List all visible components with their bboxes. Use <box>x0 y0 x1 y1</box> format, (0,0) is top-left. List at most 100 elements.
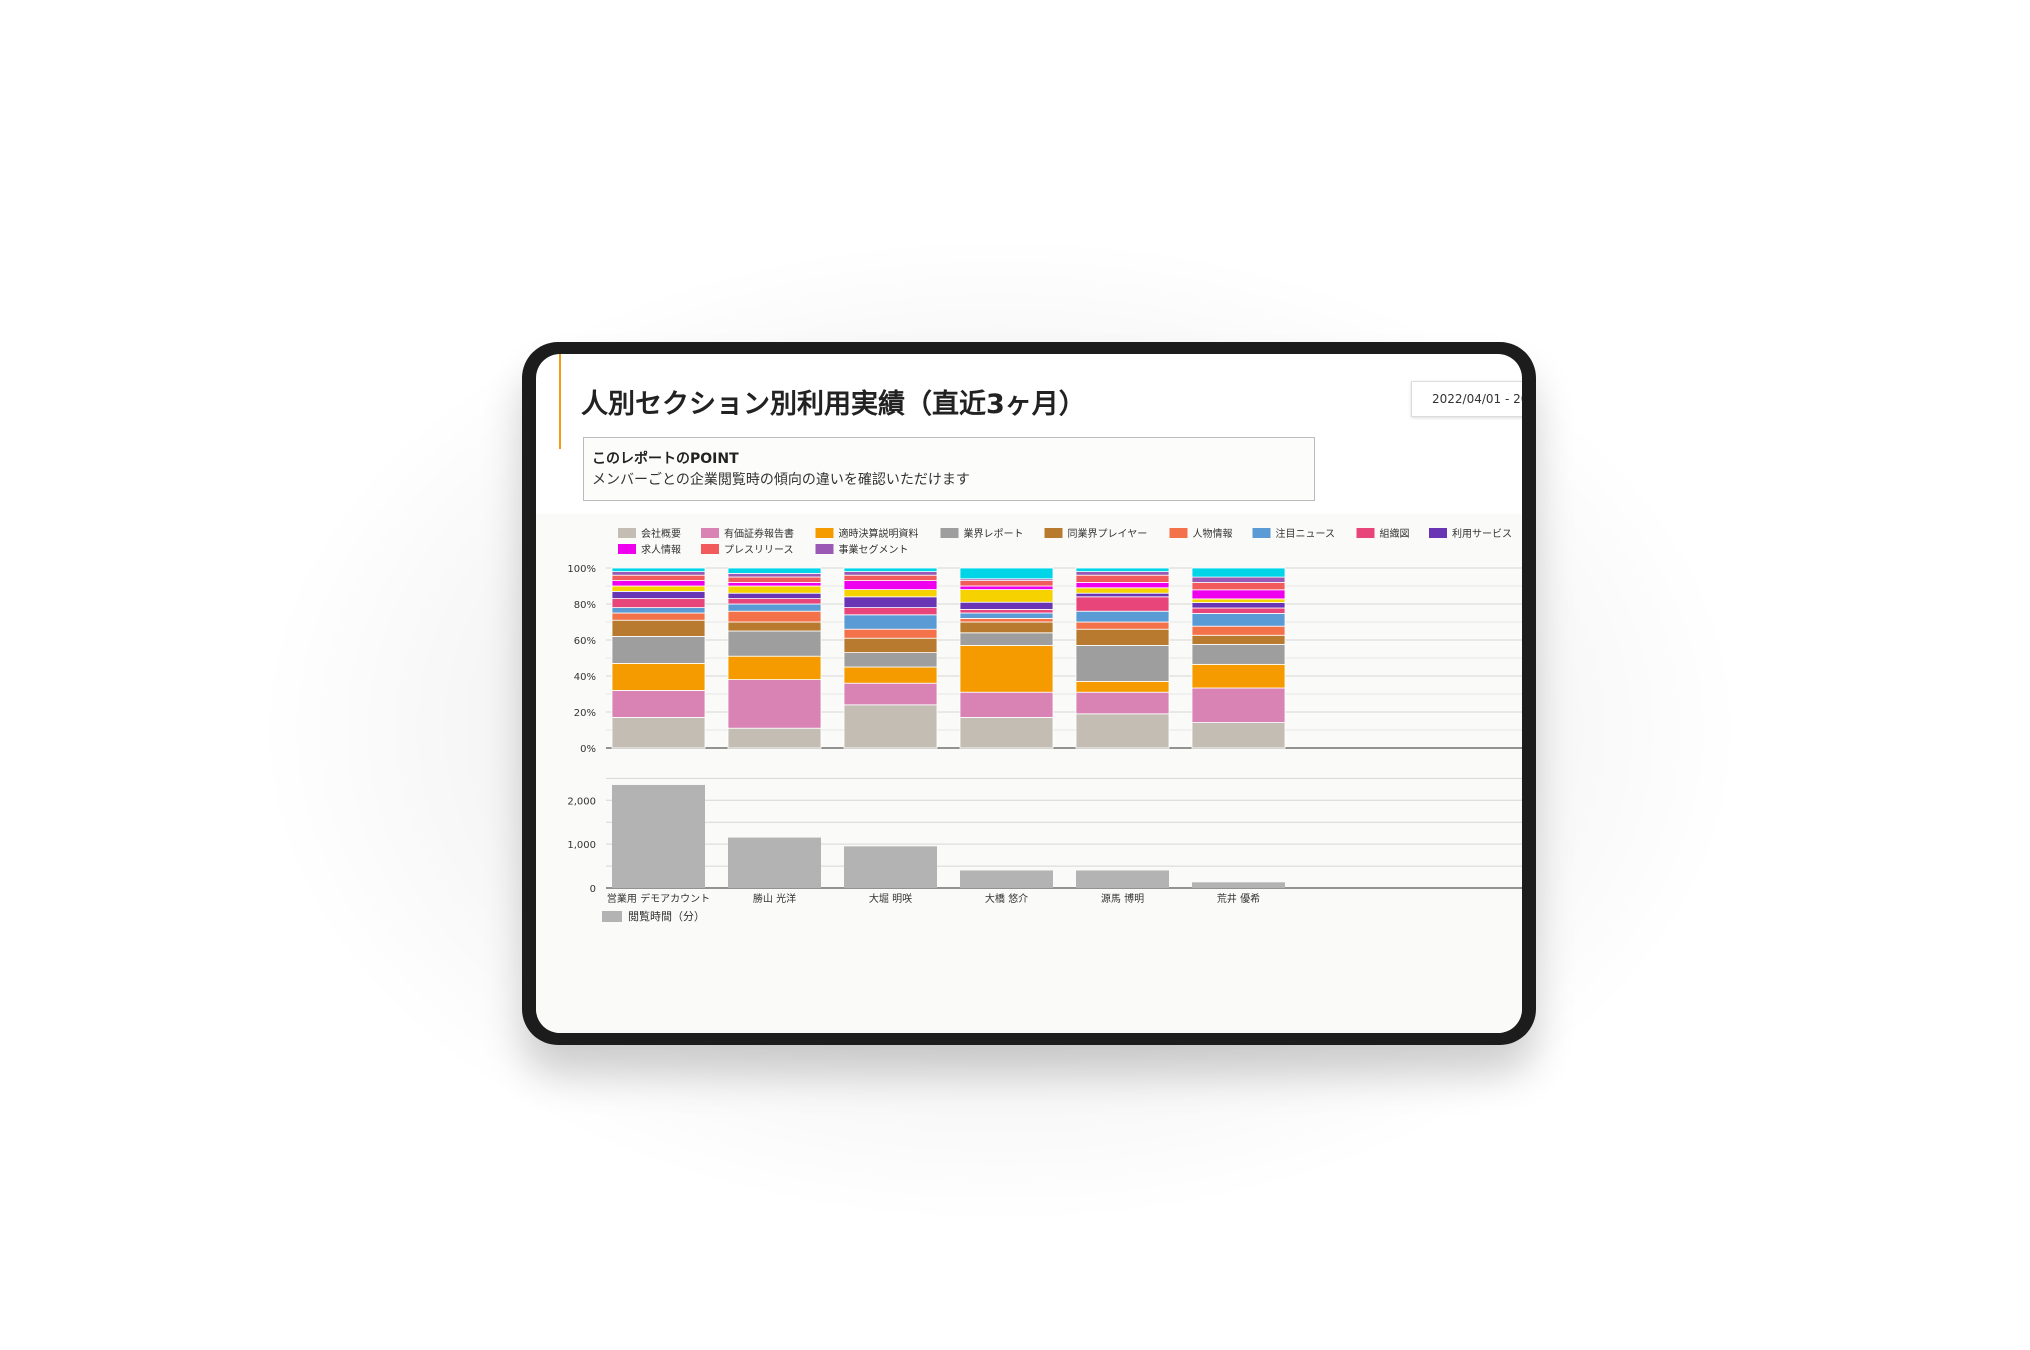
stacked-bar-segment[interactable] <box>959 612 1054 619</box>
stacked-bar-segment[interactable] <box>611 636 706 664</box>
stacked-bar-segment[interactable] <box>1075 567 1170 572</box>
legend-label[interactable]: 人物情報 <box>1193 527 1233 540</box>
stacked-bar-segment[interactable] <box>727 630 822 657</box>
legend-label[interactable]: 事業セグメント <box>839 543 909 556</box>
stacked-bar-segment[interactable] <box>727 621 822 632</box>
stacked-bar-segment[interactable] <box>1075 587 1170 594</box>
stacked-bar-segment[interactable] <box>1191 625 1286 636</box>
legend-swatch[interactable] <box>815 544 834 554</box>
stacked-bar-segment[interactable] <box>1191 607 1286 614</box>
legend-swatch[interactable] <box>815 528 834 538</box>
stacked-bar-segment[interactable] <box>843 580 938 590</box>
total-bar[interactable] <box>612 784 705 888</box>
stacked-bar-segment[interactable] <box>843 607 938 616</box>
stacked-bar-segment[interactable] <box>843 589 938 598</box>
stacked-bar-segment[interactable] <box>843 652 938 668</box>
stacked-bar-segment[interactable] <box>611 598 706 608</box>
stacked-bar-segment[interactable] <box>1075 680 1170 693</box>
stacked-bar-segment[interactable] <box>1191 589 1286 600</box>
legend-label[interactable]: 会社概要 <box>641 527 681 540</box>
stacked-bar-segment[interactable] <box>843 637 938 653</box>
total-bar[interactable] <box>1076 870 1169 888</box>
stacked-bar-segment[interactable] <box>611 574 706 582</box>
legend-label[interactable]: 注目ニュース <box>1276 527 1336 540</box>
stacked-bar-segment[interactable] <box>843 596 938 609</box>
stacked-bar-segment[interactable] <box>611 585 706 592</box>
stacked-bar-segment[interactable] <box>1075 628 1170 646</box>
stacked-bar-segment[interactable] <box>1191 582 1286 591</box>
stacked-bar-segment[interactable] <box>959 716 1054 749</box>
stacked-bar-segment[interactable] <box>727 603 822 612</box>
legend-swatch[interactable] <box>701 544 719 554</box>
stacked-bar-segment[interactable] <box>611 619 706 637</box>
stacked-bar-segment[interactable] <box>843 682 938 706</box>
stacked-bar-segment[interactable] <box>727 727 822 749</box>
stacked-bar-segment[interactable] <box>1191 567 1286 578</box>
stacked-bar-segment[interactable] <box>959 609 1054 614</box>
legend-swatch[interactable] <box>1044 528 1063 538</box>
legend-swatch[interactable] <box>1429 528 1447 538</box>
date-range-picker[interactable]: 2022/04/01 - 20 <box>1411 381 1522 417</box>
stacked-bar-segment[interactable] <box>727 610 822 623</box>
stacked-bar-segment[interactable] <box>727 576 822 583</box>
stacked-bar-segment[interactable] <box>1191 634 1286 645</box>
stacked-bar-segment[interactable] <box>959 601 1054 610</box>
stacked-bar-segment[interactable] <box>1191 643 1286 665</box>
stacked-bar-segment[interactable] <box>1075 582 1170 589</box>
stacked-bar-segment[interactable] <box>959 621 1054 634</box>
stacked-bar-segment[interactable] <box>843 628 938 639</box>
legend-swatch[interactable] <box>602 911 622 922</box>
stacked-bar-segment[interactable] <box>727 582 822 587</box>
legend-swatch[interactable] <box>618 544 636 554</box>
stacked-bar-segment[interactable] <box>1075 571 1170 576</box>
stacked-bar-segment[interactable] <box>1075 574 1170 583</box>
stacked-bar-segment[interactable] <box>843 574 938 582</box>
stacked-bar-segment[interactable] <box>959 580 1054 587</box>
stacked-bar-segment[interactable] <box>1075 691 1170 715</box>
stacked-bar-segment[interactable] <box>727 679 822 729</box>
stacked-bar-segment[interactable] <box>959 691 1054 718</box>
legend-label[interactable]: 利用サービス <box>1452 528 1512 540</box>
legend-label[interactable]: 有価証券報告書 <box>724 527 794 540</box>
stacked-bar-segment[interactable] <box>843 614 938 630</box>
stacked-bar-segment[interactable] <box>727 592 822 599</box>
legend-swatch[interactable] <box>1356 528 1375 538</box>
stacked-bar-segment[interactable] <box>843 666 938 684</box>
legend-label[interactable]: プレスリリース <box>724 544 794 556</box>
stacked-bar-segment[interactable] <box>1191 687 1286 723</box>
stacked-bar-segment[interactable] <box>1075 621 1170 630</box>
legend-swatch[interactable] <box>1252 528 1271 538</box>
stacked-bar-segment[interactable] <box>611 580 706 587</box>
stacked-bar-segment[interactable] <box>959 618 1054 623</box>
stacked-bar-segment[interactable] <box>611 612 706 621</box>
stacked-bar-segment[interactable] <box>611 591 706 600</box>
stacked-bar-segment[interactable] <box>1191 663 1286 689</box>
total-bar[interactable] <box>1192 882 1285 888</box>
stacked-bar-segment[interactable] <box>727 567 822 574</box>
stacked-bar-segment[interactable] <box>959 632 1054 646</box>
stacked-bar-segment[interactable] <box>727 573 822 578</box>
stacked-bar-segment[interactable] <box>1075 592 1170 598</box>
stacked-bar-segment[interactable] <box>843 567 938 572</box>
legend-swatch[interactable] <box>940 528 959 538</box>
stacked-bar-segment[interactable] <box>727 598 822 605</box>
legend-swatch[interactable] <box>618 528 636 538</box>
stacked-bar-segment[interactable] <box>1075 713 1170 749</box>
stacked-bar-segment[interactable] <box>611 567 706 572</box>
legend-label[interactable]: 同業界プレイヤー <box>1068 527 1148 540</box>
stacked-bar-segment[interactable] <box>611 607 706 614</box>
total-bar[interactable] <box>728 837 821 888</box>
stacked-bar-segment[interactable] <box>959 567 1054 580</box>
stacked-bar-segment[interactable] <box>611 689 706 718</box>
stacked-bar-segment[interactable] <box>611 571 706 576</box>
stacked-bar-segment[interactable] <box>1191 576 1286 583</box>
stacked-bar-segment[interactable] <box>1191 613 1286 627</box>
stacked-bar-segment[interactable] <box>611 716 706 749</box>
legend-label[interactable]: 閲覧時間（分） <box>628 909 705 923</box>
stacked-bar-segment[interactable] <box>1075 610 1170 623</box>
legend-label[interactable]: 求人情報 <box>641 543 681 556</box>
stacked-bar-segment[interactable] <box>959 589 1054 603</box>
stacked-bar-segment[interactable] <box>1191 722 1286 749</box>
total-bar[interactable] <box>844 846 937 888</box>
stacked-bar-segment[interactable] <box>959 585 1054 590</box>
